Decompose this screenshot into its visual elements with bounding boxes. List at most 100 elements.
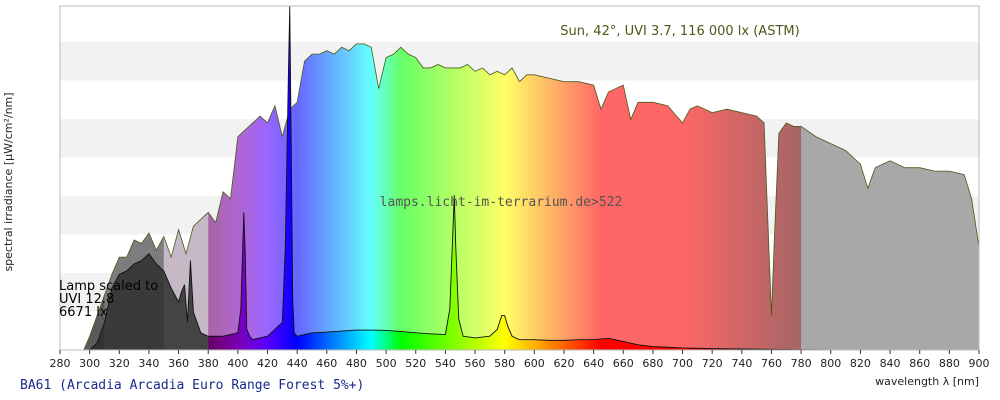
- spectrum-stripe: [848, 43, 853, 350]
- spectrum-stripe: [727, 43, 731, 350]
- spectrum-stripe: [792, 43, 796, 350]
- x-tick-label: 740: [731, 357, 752, 370]
- spectrum-stripe: [504, 43, 509, 350]
- spectrum-stripe: [688, 43, 693, 350]
- spectrum-stripe: [406, 43, 411, 350]
- spectrum-stripe: [667, 43, 672, 350]
- spectrum-stripe: [718, 43, 722, 350]
- spectrum-stripe: [460, 43, 464, 350]
- spectrum-stripe: [249, 43, 254, 350]
- spectrum-stripe: [394, 43, 399, 350]
- spectrum-stripe: [329, 43, 334, 350]
- x-tick-label: 680: [642, 357, 663, 370]
- spectrum-stripe: [353, 43, 358, 350]
- x-tick-label: 600: [524, 357, 545, 370]
- spectrum-stripe: [869, 43, 873, 350]
- spectrum-stripe: [907, 43, 912, 350]
- spectrum-stripe: [777, 43, 781, 350]
- spectrum-stripe: [276, 43, 280, 350]
- spectrum-stripe: [303, 43, 307, 350]
- spectrum-stripe: [472, 43, 476, 350]
- spectrum-stripe: [522, 43, 527, 350]
- spectrum-stripe: [430, 43, 435, 350]
- spectrum-stripe: [409, 43, 414, 350]
- lamp-note-line-2: UVI 12.8: [59, 292, 114, 307]
- spectrum-stripe: [664, 43, 669, 350]
- spectrum-stripe: [596, 43, 601, 350]
- spectrum-stripe: [620, 43, 624, 350]
- spectrum-stripe: [469, 43, 473, 350]
- spectrum-stripe: [827, 43, 832, 350]
- spectrum-stripe: [454, 43, 458, 350]
- spectrum-stripe: [483, 43, 488, 350]
- spectrum-stripe: [759, 43, 764, 350]
- spectrum-stripe: [475, 43, 479, 350]
- spectrum-stripe: [578, 43, 583, 350]
- x-tick-label: 720: [702, 357, 723, 370]
- x-tick-label: 820: [850, 357, 871, 370]
- spectrum-stripe: [913, 43, 918, 350]
- spectrum-stripe: [300, 43, 304, 350]
- spectrum-stripe: [851, 43, 856, 350]
- spectrum-stripe: [732, 43, 737, 350]
- spectrum-stripe: [439, 43, 444, 350]
- spectrum-stripe: [614, 43, 618, 350]
- spectrum-stripe: [919, 43, 924, 350]
- spectrum-stripe: [679, 43, 684, 350]
- spectrum-stripe: [646, 43, 651, 350]
- spectrum-stripe: [534, 43, 538, 350]
- spectrum-stripe: [878, 43, 882, 350]
- spectrum-stripe: [644, 43, 648, 350]
- spectrum-stripe: [804, 43, 808, 350]
- y-axis-label: spectral irradiance [μW/cm²/nm]: [2, 92, 15, 271]
- spectrum-stripe: [463, 43, 467, 350]
- spectrum-stripe: [563, 43, 568, 350]
- spectrum-stripe: [495, 43, 500, 350]
- spectrum-stripe: [501, 43, 506, 350]
- spectrum-stripe: [744, 43, 749, 350]
- spectrum-stripe: [261, 43, 266, 350]
- spectrum-stripe: [934, 43, 939, 350]
- x-tick-label: 300: [79, 357, 100, 370]
- spectrum-stripe: [264, 43, 269, 350]
- spectrum-stripe: [486, 43, 491, 350]
- spectrum-stripe: [798, 43, 802, 350]
- spectrum-stripe: [931, 43, 936, 350]
- spectrum-stripe: [374, 43, 378, 350]
- spectrum-stripe: [599, 43, 604, 350]
- spectrum-stripe: [466, 43, 470, 350]
- spectrum-stripe: [738, 43, 743, 350]
- spectrum-stripe: [489, 43, 494, 350]
- spectrum-stripe: [569, 43, 574, 350]
- spectrum-stripe: [311, 43, 316, 350]
- plot-frame: [59, 5, 980, 351]
- x-tick-label: 880: [939, 357, 960, 370]
- spectrum-stripe: [670, 43, 675, 350]
- spectrum-stripe: [421, 43, 426, 350]
- spectrum-stripe: [368, 43, 372, 350]
- spectrum-stripe: [294, 43, 298, 350]
- spectrum-stripe: [940, 43, 945, 350]
- x-tick-label: 420: [257, 357, 278, 370]
- spectrum-stripe: [638, 43, 642, 350]
- spectrum-stripe: [676, 43, 681, 350]
- x-tick-label: 520: [405, 357, 426, 370]
- spectrum-stripe: [649, 43, 654, 350]
- spectrum-stripe: [590, 43, 595, 350]
- spectrum-stripe: [762, 43, 767, 350]
- spectrum-stripe: [528, 43, 532, 350]
- spectrum-stripe: [658, 43, 663, 350]
- spectrum-stripe: [561, 43, 565, 350]
- spectrum-stripe: [922, 43, 927, 350]
- grid-band: [60, 6, 979, 42]
- spectrum-stripe: [234, 43, 239, 350]
- spectrum-stripe: [842, 43, 847, 350]
- spectrum-stripe: [881, 43, 885, 350]
- x-tick-label: 380: [198, 357, 219, 370]
- spectrum-stripe: [961, 43, 965, 350]
- spectrum-stripe: [480, 43, 485, 350]
- spectrum-stripe: [629, 43, 633, 350]
- x-tick-label: 360: [168, 357, 189, 370]
- spectrum-stripe: [780, 43, 784, 350]
- spectrum-stripe: [314, 43, 319, 350]
